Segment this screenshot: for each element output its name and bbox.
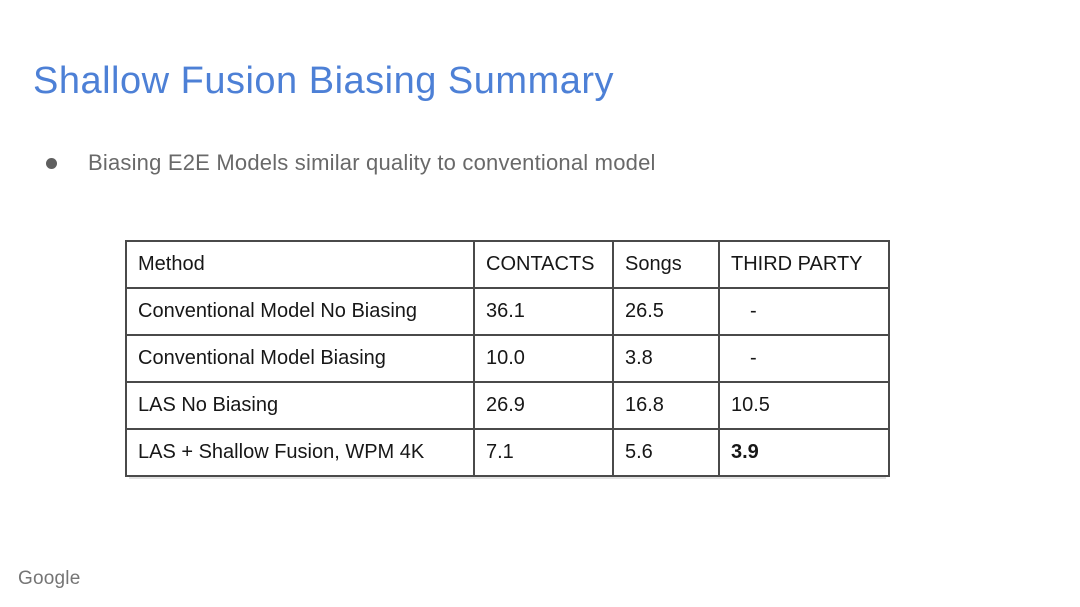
table-header-row: Method CONTACTS Songs THIRD PARTY xyxy=(125,240,890,289)
cell-third-party: - xyxy=(718,287,890,336)
cell-contacts: 26.9 xyxy=(473,381,614,430)
table-row: Conventional Model No Biasing 36.1 26.5 … xyxy=(125,287,890,336)
cell-songs: 16.8 xyxy=(612,381,720,430)
results-table: Method CONTACTS Songs THIRD PARTY Conven… xyxy=(125,240,890,477)
cell-method: LAS + Shallow Fusion, WPM 4K xyxy=(125,428,475,477)
page-title: Shallow Fusion Biasing Summary xyxy=(33,60,615,102)
col-header-method: Method xyxy=(125,240,475,289)
cell-songs: 3.8 xyxy=(612,334,720,383)
col-header-songs: Songs xyxy=(612,240,720,289)
cell-method: Conventional Model No Biasing xyxy=(125,287,475,336)
bullet-item: Biasing E2E Models similar quality to co… xyxy=(46,150,656,176)
cell-method: Conventional Model Biasing xyxy=(125,334,475,383)
cell-contacts: 36.1 xyxy=(473,287,614,336)
cell-contacts: 10.0 xyxy=(473,334,614,383)
cell-songs: 5.6 xyxy=(612,428,720,477)
bullet-dot-icon xyxy=(46,157,57,169)
col-header-third-party: THIRD PARTY xyxy=(718,240,890,289)
cell-contacts: 7.1 xyxy=(473,428,614,477)
table-row: LAS + Shallow Fusion, WPM 4K 7.1 5.6 3.9 xyxy=(125,428,890,477)
cell-method: LAS No Biasing xyxy=(125,381,475,430)
cell-third-party: 10.5 xyxy=(718,381,890,430)
google-logo: Google xyxy=(18,568,81,589)
bullet-text: Biasing E2E Models similar quality to co… xyxy=(88,150,656,175)
table-row: Conventional Model Biasing 10.0 3.8 - xyxy=(125,334,890,383)
cell-songs: 26.5 xyxy=(612,287,720,336)
col-header-contacts: CONTACTS xyxy=(473,240,614,289)
cell-third-party: - xyxy=(718,334,890,383)
table-row: LAS No Biasing 26.9 16.8 10.5 xyxy=(125,381,890,430)
cell-third-party-best: 3.9 xyxy=(718,428,890,477)
